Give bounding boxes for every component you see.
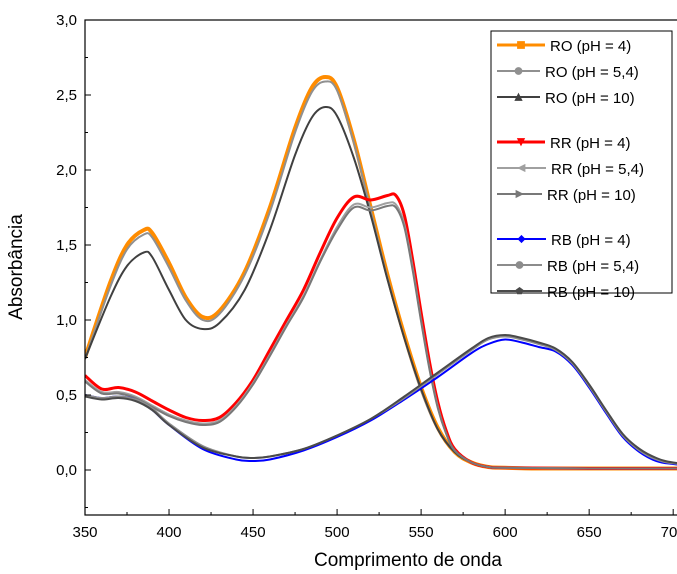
y-axis-title: Absorbância xyxy=(6,214,27,320)
legend-marker xyxy=(517,234,526,244)
legend-marker xyxy=(514,92,523,101)
legend-item-rr-ph-10: RR (pH = 10) xyxy=(497,187,636,204)
x-tick-label: 500 xyxy=(325,524,350,541)
x-tick-label: 450 xyxy=(241,524,266,541)
series-line-rr-ph-10 xyxy=(85,204,677,470)
legend-marker xyxy=(515,287,524,295)
y-tick-label: 2,0 xyxy=(56,162,77,179)
legend-marker xyxy=(517,163,526,173)
x-axis-title: Comprimento de onda xyxy=(314,550,502,571)
x-tick-label: 350 xyxy=(72,524,97,541)
x-tick-label: 700 xyxy=(661,524,677,541)
legend-label: RB (pH = 5,4) xyxy=(547,258,639,275)
legend-item-ro-ph-10: RO (pH = 10) xyxy=(497,90,635,107)
legend-label: RO (pH = 4) xyxy=(550,38,631,55)
legend-marker xyxy=(516,138,526,147)
legend-box xyxy=(490,30,673,294)
legend-item-rr-ph-4: RR (pH = 4) xyxy=(497,135,630,152)
legend-marker xyxy=(514,67,523,75)
legend-label: RR (pH = 5,4) xyxy=(551,161,644,178)
x-tick-label: 400 xyxy=(157,524,182,541)
legend-label: RR (pH = 10) xyxy=(547,187,636,204)
y-tick-label: 1,5 xyxy=(56,237,77,254)
legend-item-rb-ph-5-4: RB (pH = 5,4) xyxy=(497,258,639,275)
x-tick-label: 650 xyxy=(577,524,602,541)
series-line-rb-ph-5-4 xyxy=(85,335,677,465)
legend-label: RO (pH = 5,4) xyxy=(545,64,639,81)
legend-marker xyxy=(515,189,524,199)
series-line-rb-ph-4 xyxy=(85,338,677,466)
legend: RO (pH = 4) RO (pH = 5,4) RO (pH = 10) RR (… xyxy=(490,30,673,301)
y-axis-ticks: 0,0 0,5 1,0 1,5 2,0 2,5 3,0 xyxy=(56,12,91,508)
y-tick-label: 0,0 xyxy=(56,462,77,479)
legend-marker xyxy=(515,261,524,269)
y-tick-label: 3,0 xyxy=(56,12,77,29)
legend-item-rb-ph-10: RB (pH = 10) xyxy=(497,284,635,301)
legend-item-ro-ph-5-4: RO (pH = 5,4) xyxy=(497,64,639,81)
y-tick-label: 0,5 xyxy=(56,387,77,404)
legend-item-ro-ph-4: RO (pH = 4) xyxy=(497,38,631,55)
legend-marker xyxy=(517,41,525,49)
y-tick-label: 2,5 xyxy=(56,87,77,104)
legend-label: RB (pH = 10) xyxy=(547,284,635,301)
series-line-rb-ph-10 xyxy=(85,334,677,465)
series-layer xyxy=(85,75,677,471)
y-tick-label: 1,0 xyxy=(56,312,77,329)
x-tick-label: 600 xyxy=(493,524,518,541)
legend-label: RB (pH = 4) xyxy=(551,232,631,249)
legend-item-rb-ph-4: RB (pH = 4) xyxy=(497,232,631,249)
legend-label: RR (pH = 4) xyxy=(550,135,630,152)
x-axis-ticks: 350 400 450 500 550 600 650 700 xyxy=(72,509,677,541)
x-tick-label: 550 xyxy=(409,524,434,541)
legend-label: RO (pH = 10) xyxy=(545,90,635,107)
plot-frame xyxy=(84,19,677,516)
legend-item-rr-ph-5-4: RR (pH = 5,4) xyxy=(497,161,644,178)
